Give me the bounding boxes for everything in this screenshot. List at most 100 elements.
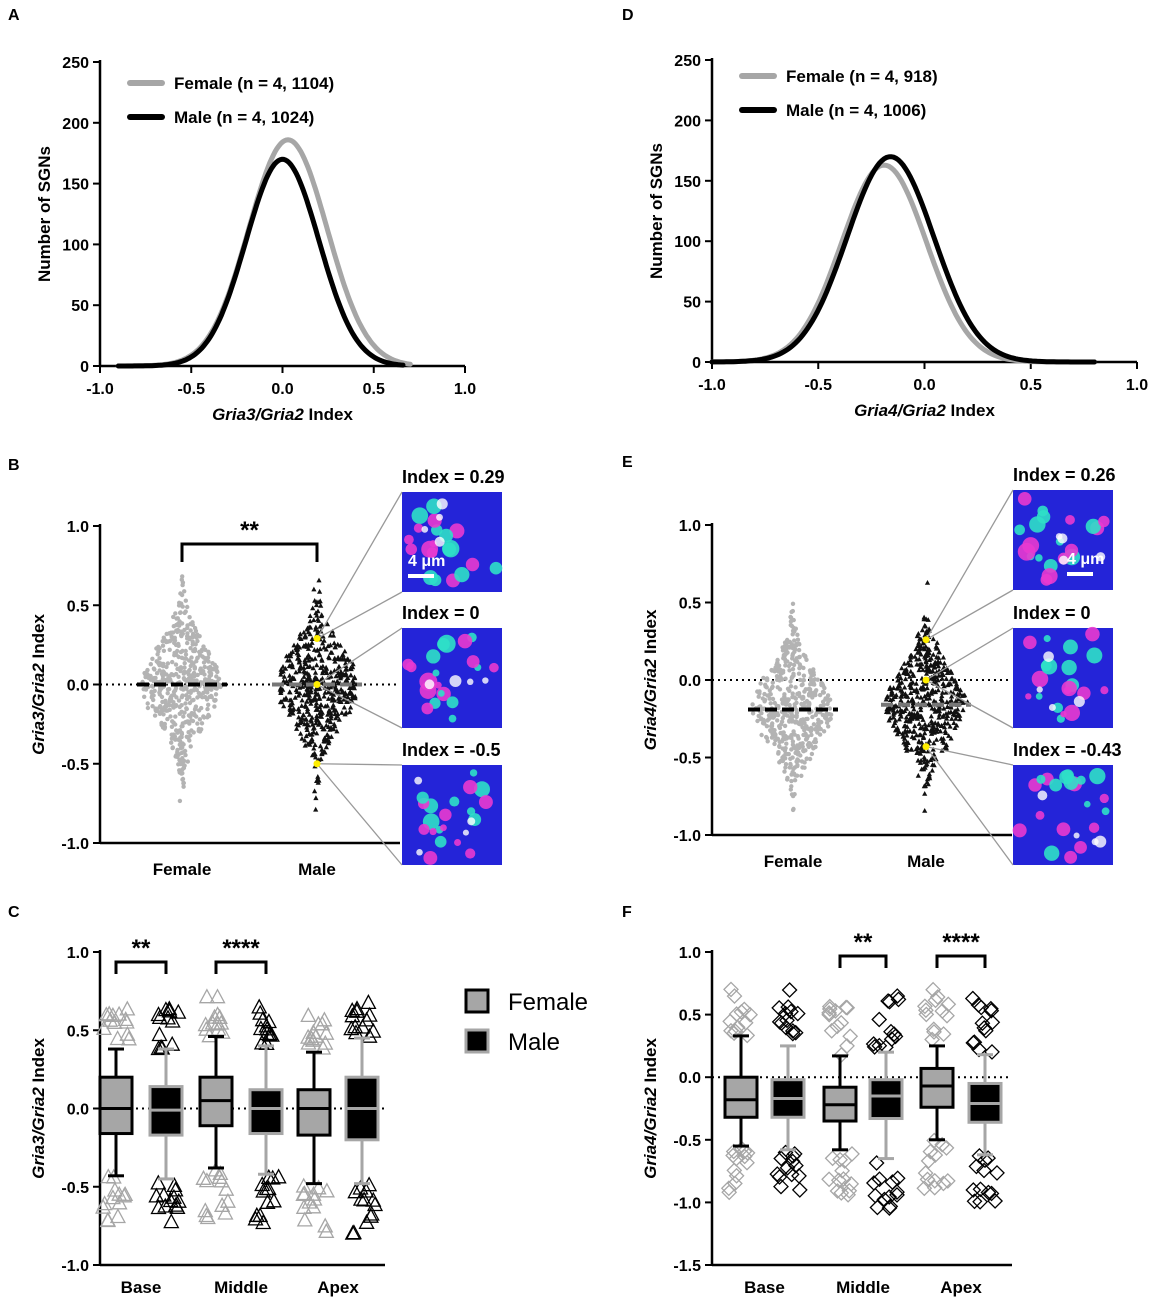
data-point	[934, 645, 940, 651]
data-point	[177, 798, 183, 804]
data-point	[783, 702, 789, 707]
puncta	[404, 534, 414, 545]
data-point	[178, 649, 184, 655]
data-point	[173, 662, 179, 667]
data-point	[933, 737, 940, 742]
data-point	[794, 700, 799, 705]
outlier-point	[295, 1198, 312, 1214]
outlier-point	[971, 1041, 987, 1058]
data-point	[175, 754, 180, 760]
data-point	[192, 666, 197, 671]
data-point	[789, 735, 794, 741]
data-point	[204, 697, 210, 702]
legend-swatch-C	[464, 988, 490, 1014]
data-point	[290, 675, 296, 680]
outlier-point	[881, 1200, 898, 1217]
outlier-point	[162, 1192, 179, 1208]
puncta	[473, 781, 491, 798]
data-point	[768, 728, 773, 733]
data-point	[939, 693, 945, 699]
data-point	[314, 612, 320, 618]
data-point	[910, 698, 917, 704]
data-point	[178, 629, 184, 634]
data-point	[294, 726, 300, 731]
x-axis-label-part: Gria4	[854, 401, 898, 420]
puncta	[1086, 647, 1103, 664]
data-point	[798, 719, 803, 724]
data-point	[296, 706, 302, 712]
data-point	[770, 721, 775, 726]
data-point	[785, 686, 791, 691]
data-point	[333, 715, 339, 721]
data-point	[916, 721, 922, 726]
data-point	[157, 646, 162, 651]
data-point	[187, 738, 192, 743]
data-point	[784, 741, 789, 746]
outlier-point	[916, 998, 933, 1015]
data-point	[342, 691, 348, 697]
outlier-point	[212, 1165, 229, 1181]
data-point	[173, 688, 178, 693]
puncta	[411, 507, 429, 524]
panel-label-F: F	[622, 904, 632, 921]
data-point	[149, 683, 155, 689]
y-tick-label-D: 150	[674, 174, 701, 191]
puncta	[1012, 823, 1027, 838]
data-point	[785, 735, 790, 740]
y-tick-label-A: 250	[62, 55, 89, 72]
data-point	[823, 696, 828, 701]
data-point	[799, 743, 804, 748]
outlier-point	[217, 1204, 234, 1220]
data-point	[214, 664, 219, 670]
data-point	[295, 722, 302, 728]
data-point	[776, 751, 781, 756]
data-point	[922, 756, 928, 762]
data-point	[337, 672, 343, 677]
data-point	[308, 678, 314, 683]
data-point	[902, 727, 908, 733]
data-point	[279, 699, 285, 705]
puncta	[1076, 775, 1086, 785]
data-point	[335, 689, 341, 695]
outlier-point	[150, 1006, 167, 1022]
data-point	[780, 715, 785, 721]
data-point	[180, 745, 185, 750]
data-point	[195, 695, 200, 700]
data-point	[926, 692, 932, 698]
data-point	[303, 716, 309, 722]
data-point	[928, 728, 934, 734]
inset-connector-B	[316, 683, 403, 729]
data-point	[941, 660, 947, 666]
data-point	[176, 698, 182, 703]
data-point	[774, 677, 780, 682]
y-tick-label-E: 1.0	[679, 518, 701, 535]
data-point	[767, 692, 773, 697]
data-point	[193, 628, 199, 634]
inset-connector-B	[316, 591, 403, 640]
data-point	[316, 599, 322, 605]
y-axis-label-part: Gria3	[29, 711, 48, 755]
data-point	[772, 741, 777, 747]
data-point	[174, 622, 179, 628]
data-point	[326, 738, 332, 744]
box-C-middle-male	[247, 998, 287, 1230]
data-point	[794, 707, 799, 713]
data-point	[899, 665, 905, 671]
outlier-point	[977, 1152, 993, 1169]
puncta-overlap	[1094, 835, 1107, 848]
outlier-point	[720, 1180, 737, 1197]
data-point	[163, 701, 169, 706]
data-point	[348, 666, 354, 672]
data-point	[918, 707, 924, 713]
data-point	[342, 648, 348, 654]
box-F-apex-male	[964, 990, 1005, 1210]
data-point	[914, 710, 920, 716]
data-point	[170, 745, 175, 750]
data-point	[183, 701, 188, 706]
outlier-point	[99, 1211, 116, 1227]
data-point	[156, 649, 161, 654]
data-point	[320, 633, 326, 639]
puncta	[1025, 693, 1032, 700]
highlighted-point-E	[922, 676, 930, 684]
puncta	[454, 839, 462, 847]
